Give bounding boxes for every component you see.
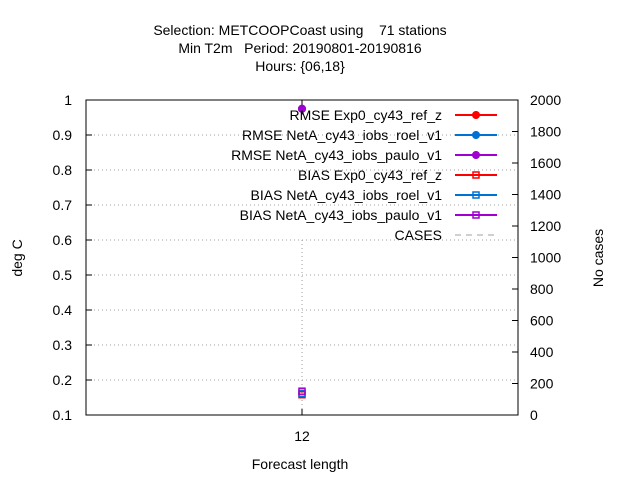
x-tick-label: 12 [294, 428, 310, 444]
chart-title: Selection: METCOOPCoast using 71 station… [153, 22, 446, 74]
legend-label: BIAS NetA_cy43_iobs_paulo_v1 [240, 207, 443, 223]
y2-tick-label: 400 [530, 344, 554, 360]
title-line: Min T2m Period: 20190801-20190816 [178, 40, 422, 56]
y2-tick-label: 1600 [530, 155, 561, 171]
y-tick-label: 0.5 [53, 267, 73, 283]
y2-tick-label: 600 [530, 313, 554, 329]
y-tick-label: 0.3 [53, 337, 73, 353]
title-line: Selection: METCOOPCoast using 71 station… [153, 22, 446, 38]
x-axis-label: Forecast length [252, 456, 349, 472]
y-tick-label: 1 [64, 92, 72, 108]
legend-label: CASES [395, 227, 442, 243]
y-tick-label: 0.9 [53, 127, 73, 143]
y-tick-label: 0.4 [53, 302, 73, 318]
y2-tick-label: 1400 [530, 187, 561, 203]
legend-label: RMSE NetA_cy43_iobs_paulo_v1 [231, 147, 442, 163]
y-tick-label: 0.7 [53, 197, 73, 213]
title-line: Hours: {06,18} [255, 58, 345, 74]
y-tick-label: 0.6 [53, 232, 73, 248]
legend-label: RMSE NetA_cy43_iobs_roel_v1 [242, 127, 442, 143]
y2-axis-label: No cases [590, 229, 606, 287]
y2-tick-label: 2000 [530, 92, 561, 108]
legend-marker [472, 191, 480, 199]
y2-tick-label: 1800 [530, 124, 561, 140]
legend-label: BIAS NetA_cy43_iobs_roel_v1 [251, 187, 443, 203]
y-axis-ticks: 0.1 0.2 0.3 0.4 0.5 0.6 0.7 0.8 0.9 1 [53, 92, 92, 423]
y2-tick-label: 1000 [530, 250, 561, 266]
data-marks [298, 100, 306, 399]
y2-tick-label: 800 [530, 281, 554, 297]
y-tick-label: 0.2 [53, 372, 73, 388]
y-tick-label: 0.1 [53, 407, 73, 423]
legend-marker [472, 211, 480, 219]
y2-tick-label: 200 [530, 376, 554, 392]
y-axis-label: deg C [9, 239, 25, 276]
legend-label: BIAS Exp0_cy43_ref_z [298, 167, 442, 183]
data-point-5 [298, 387, 306, 395]
y-tick-label: 0.8 [53, 162, 73, 178]
y2-axis-ticks: 0 200 400 600 800 1000 1200 1400 1600 1800 2000 [512, 92, 561, 423]
legend-marker [472, 171, 480, 179]
y2-tick-label: 1200 [530, 218, 561, 234]
y2-tick-label: 0 [530, 407, 538, 423]
legend: RMSE Exp0_cy43_ref_z RMSE NetA_cy43_iobs_… [231, 107, 497, 243]
legend-label: RMSE Exp0_cy43_ref_z [289, 107, 442, 123]
grid [86, 134, 518, 415]
